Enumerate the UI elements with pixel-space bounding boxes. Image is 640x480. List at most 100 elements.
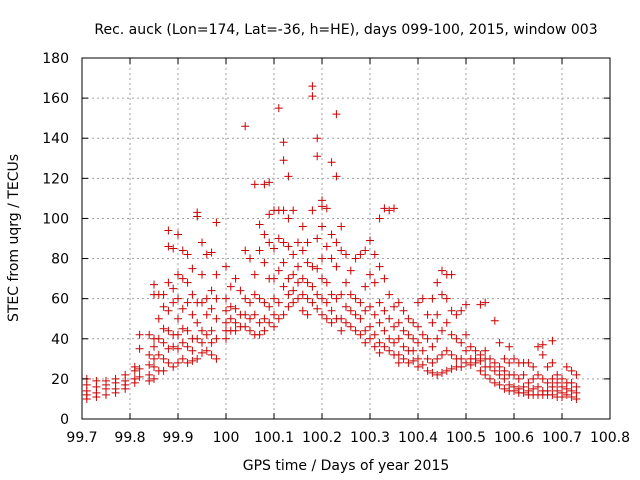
y-tick-label: 180 <box>42 51 69 67</box>
y-tick-label: 100 <box>42 211 69 227</box>
data-point <box>289 250 298 259</box>
data-point <box>241 294 250 303</box>
data-point <box>505 358 514 367</box>
data-point <box>510 354 518 363</box>
data-point <box>178 338 187 347</box>
data-point <box>385 346 394 355</box>
data-point <box>529 374 538 383</box>
data-point <box>342 302 350 311</box>
data-point <box>462 358 470 367</box>
data-point <box>548 382 557 391</box>
data-point <box>462 300 470 309</box>
data-point <box>169 298 178 307</box>
data-point <box>308 262 317 271</box>
data-point <box>294 238 302 247</box>
data-point <box>241 246 250 255</box>
data-point <box>164 306 173 315</box>
data-point <box>524 378 533 387</box>
data-point <box>466 360 475 369</box>
data-point <box>145 350 154 359</box>
data-point <box>322 278 331 287</box>
data-point <box>308 82 317 91</box>
data-point <box>150 374 158 383</box>
data-point <box>202 346 211 355</box>
data-point <box>111 388 120 397</box>
plot-frame <box>81 57 611 420</box>
data-point <box>490 378 499 387</box>
data-point <box>548 390 557 399</box>
data-point <box>169 342 178 351</box>
data-point <box>428 294 437 303</box>
data-point <box>260 258 269 267</box>
data-point <box>174 358 182 367</box>
data-point <box>514 374 523 383</box>
data-point <box>231 274 240 283</box>
data-point <box>193 318 202 327</box>
data-point <box>241 122 250 131</box>
data-point <box>346 322 355 331</box>
data-point <box>121 384 130 393</box>
data-point <box>207 304 216 313</box>
data-point <box>433 310 442 319</box>
data-point <box>519 388 528 397</box>
y-tick-label: 160 <box>42 91 69 107</box>
data-point <box>207 248 216 257</box>
data-point <box>476 366 485 375</box>
data-point <box>356 330 365 339</box>
data-point <box>572 370 581 379</box>
data-point <box>342 250 350 259</box>
data-point <box>414 354 422 363</box>
data-point <box>553 378 562 387</box>
data-point <box>486 354 494 363</box>
data-point <box>198 348 206 357</box>
data-point <box>207 286 216 295</box>
data-point <box>289 286 298 295</box>
x-tick-label: 100.4 <box>398 430 438 446</box>
data-point <box>322 298 331 307</box>
data-point <box>558 374 566 383</box>
y-tick-label: 0 <box>60 412 69 428</box>
data-point <box>174 270 182 279</box>
data-point <box>548 336 557 345</box>
data-point <box>399 326 408 335</box>
data-point <box>260 326 269 335</box>
data-point <box>337 314 346 323</box>
data-point <box>409 334 418 343</box>
data-point <box>375 298 384 307</box>
data-point <box>327 290 336 299</box>
data-point <box>361 306 370 315</box>
data-point <box>529 362 538 371</box>
data-point <box>303 294 312 303</box>
data-point <box>519 370 528 379</box>
data-point <box>284 172 293 181</box>
chart-title: Rec. auck (Lon=174, Lat=-36, h=HE), days… <box>94 22 597 38</box>
y-tick-labels: 0 20 40 60 80 100 120 140 160 180 <box>42 51 69 428</box>
data-point <box>351 254 360 263</box>
data-point <box>495 380 504 389</box>
data-point <box>270 294 278 303</box>
data-point <box>327 158 336 167</box>
data-point <box>260 314 269 323</box>
data-point <box>457 338 466 347</box>
data-point <box>538 350 547 359</box>
data-point <box>380 326 389 335</box>
data-point <box>265 238 274 247</box>
data-point <box>308 282 317 291</box>
data-point <box>265 302 274 311</box>
data-point <box>418 330 427 339</box>
data-point <box>270 322 278 331</box>
data-point <box>250 270 259 279</box>
data-point <box>313 234 322 243</box>
data-point <box>279 138 288 147</box>
data-point <box>159 290 168 299</box>
data-point <box>169 244 178 253</box>
data-point <box>303 258 312 267</box>
y-tick-label: 60 <box>51 292 69 308</box>
data-point <box>260 298 269 307</box>
data-point <box>327 306 336 315</box>
data-point <box>279 258 288 267</box>
data-point <box>366 302 374 311</box>
data-point <box>212 294 221 303</box>
data-point <box>390 322 398 331</box>
data-point <box>298 290 307 299</box>
